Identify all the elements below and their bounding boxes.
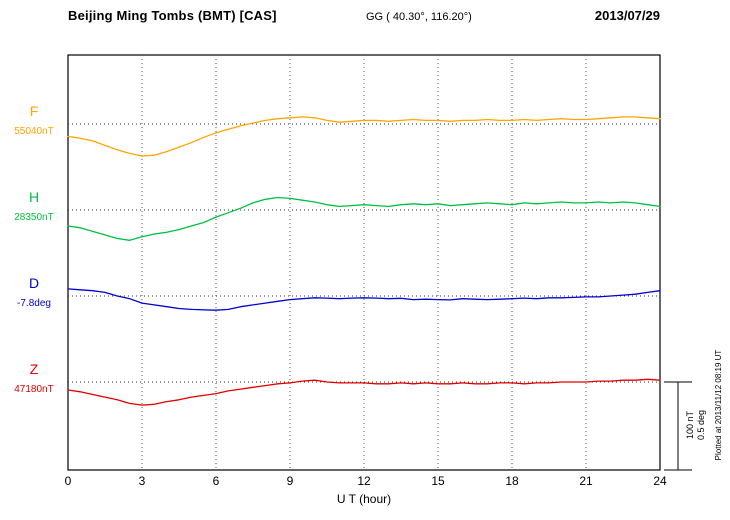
trace-Z [67, 378, 661, 406]
trace-baseline-value-F: 55040nT [14, 126, 54, 137]
x-tick-label: 21 [579, 474, 593, 488]
trace-baseline-value-D: -7.8deg [17, 298, 51, 309]
x-tick-label: 12 [357, 474, 371, 488]
station-title: Beijing Ming Tombs (BMT) [CAS] [68, 8, 277, 23]
x-tick-label: 15 [431, 474, 445, 488]
trace-F [67, 116, 661, 157]
trace-baseline-value-Z: 47180nT [14, 384, 54, 395]
x-tick-label: 3 [138, 474, 146, 488]
trace-letter-Z: Z [29, 361, 39, 377]
x-tick-label: 6 [212, 474, 220, 488]
trace-letter-D: D [28, 275, 40, 291]
scale-deg-label: 0.5 deg [696, 409, 706, 441]
x-tick-label: 0 [64, 474, 72, 488]
trace-D [67, 288, 661, 311]
trace-baseline-value-H: 28350nT [14, 212, 54, 223]
x-tick-label: 24 [653, 474, 667, 488]
scale-bar-labels: 100 nT 0.5 deg [685, 385, 709, 465]
trace-letter-F: F [29, 103, 39, 119]
x-axis-label: U T (hour) [336, 492, 392, 506]
trace-letter-H: H [28, 189, 40, 205]
geo-coordinates: GG ( 40.30°, 116.20°) [366, 11, 472, 23]
x-tick-label: 18 [505, 474, 519, 488]
trace-H [67, 196, 661, 241]
plot-date: 2013/07/29 [594, 8, 660, 23]
x-tick-label: 9 [286, 474, 294, 488]
plotted-timestamp: Plotted at 2013/11/12 08:19 UT [714, 349, 723, 461]
scale-nt-label: 100 nT [685, 410, 695, 440]
